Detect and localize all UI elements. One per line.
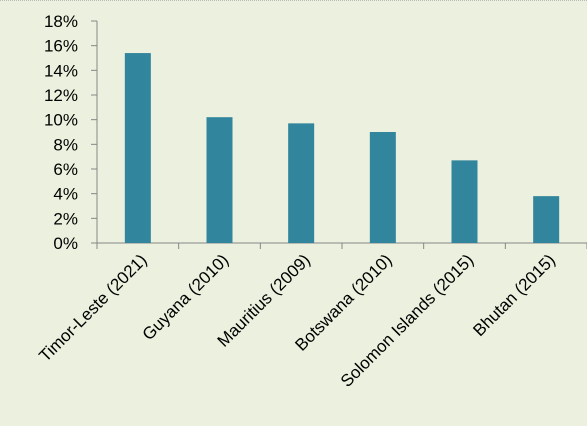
y-tick-label: 12%: [44, 86, 78, 105]
x-tick-label: Guyana (2010): [139, 250, 233, 344]
y-axis-ticks: 0% 2% 4% 6% 8% 10% 12% 14% 16% 18%: [44, 12, 97, 253]
y-tick-label: 0%: [53, 234, 78, 253]
y-tick-label: 10%: [44, 111, 78, 130]
bar: [451, 160, 478, 243]
x-tick-label: Solomon Islands (2015): [337, 250, 477, 390]
y-tick-label: 4%: [53, 185, 78, 204]
bar: [533, 196, 560, 243]
y-tick-label: 16%: [44, 37, 78, 56]
bar: [369, 132, 396, 243]
y-tick-label: 18%: [44, 12, 78, 31]
bar: [124, 53, 151, 243]
bars: [124, 53, 560, 243]
y-tick-label: 14%: [44, 61, 78, 80]
bar: [288, 123, 315, 243]
y-tick-label: 2%: [53, 209, 78, 228]
x-axis-ticks: Timor-Leste (2021)Guyana (2010)Mauritius…: [35, 243, 587, 391]
bar: [206, 117, 233, 243]
y-tick-label: 6%: [53, 160, 78, 179]
x-tick-label: Bhutan (2015): [469, 250, 559, 340]
x-tick-label: Timor-Leste (2021): [35, 250, 150, 365]
y-tick-label: 8%: [53, 135, 78, 154]
